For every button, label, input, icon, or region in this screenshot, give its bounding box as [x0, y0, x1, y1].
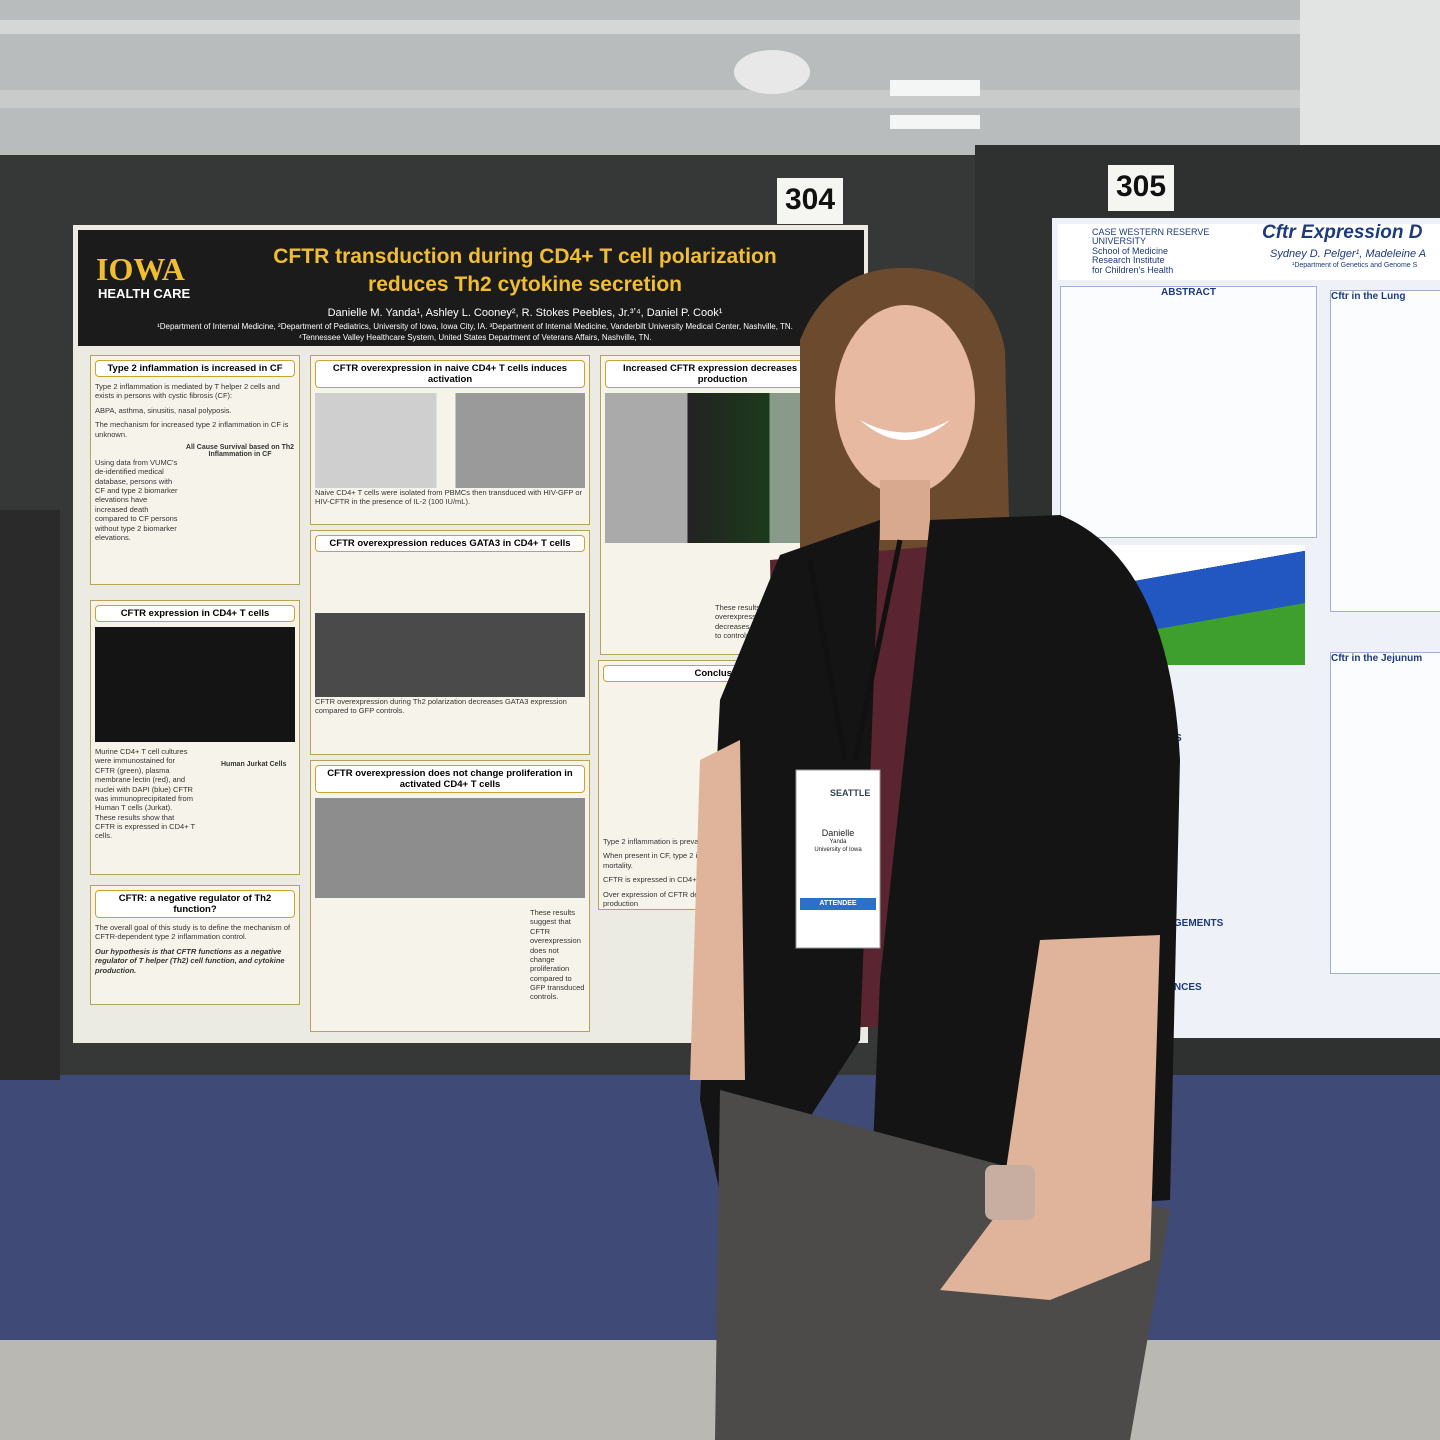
text: for Children's Health: [1092, 264, 1174, 275]
text: Murine CD4+ T cell cultures were immunos…: [95, 747, 195, 841]
poster-title: CFTR transduction during CD4+ T cell pol…: [273, 245, 777, 268]
figure: ABSTRACT: [1060, 286, 1317, 538]
shape: [0, 20, 1440, 34]
text: ABPA, asthma, sinusitis, nasal polyposis…: [95, 405, 232, 415]
poster-section: CFTR expression in CD4+ T cells Murine C…: [90, 600, 300, 875]
figure: Cftr in the Jejunum: [1330, 652, 1440, 974]
shape: [1108, 165, 1174, 211]
shape: [800, 898, 876, 910]
figure: [315, 557, 585, 697]
text: All Cause Survival based on Th2 Inflamma…: [185, 443, 295, 458]
section-heading: Type 2 inflammation is increased in CF: [95, 360, 295, 377]
shape: [940, 935, 1160, 1300]
text: Human Jurkat Cells: [221, 761, 287, 768]
section-heading: RENCES: [1160, 982, 1202, 993]
shape: [734, 50, 810, 94]
section-heading: CFTR expression in CD4+ T cells: [95, 605, 295, 622]
text: Using data from VUMC's de-identified med…: [95, 457, 178, 542]
text: ATTENDEE: [819, 900, 857, 907]
section-heading: EDGEMENTS: [1160, 918, 1224, 929]
shape: [807, 539, 903, 761]
text: Danielle: [821, 828, 855, 838]
shape: [1058, 224, 1440, 280]
text: The mechanism for increased type 2 infla…: [95, 420, 289, 439]
text: CFTR overexpression during Th2 polarizat…: [315, 697, 567, 716]
text: Danielle M. Yanda¹, Ashley L. Cooney², R…: [327, 307, 723, 319]
shape: [985, 1165, 1035, 1220]
shape: [715, 1090, 1170, 1440]
figure: [315, 393, 585, 488]
shape: [880, 480, 930, 540]
shape: [860, 420, 950, 440]
text: SEATTLE: [830, 788, 871, 798]
text: University of Iowa: [814, 847, 862, 853]
figure: RENCES: [1160, 982, 1310, 994]
text: Our hypothesis is that CFTR functions as…: [95, 946, 285, 975]
section-heading: CFTR overexpression does not change prol…: [315, 765, 585, 793]
text: Type 2 inflammation is mediated by T hel…: [95, 382, 280, 401]
figure: CASE WESTERN RESERVE UNIVERSITY School of…: [1092, 227, 1210, 275]
text: CASE WESTERN RESERVE: [1092, 227, 1210, 237]
poster-section: CFTR overexpression reduces GATA3 in CD4…: [310, 530, 590, 755]
text: Sydney D. Pelger¹, Madeleine A: [1270, 248, 1427, 260]
booth-number: 304: [784, 183, 836, 216]
section-heading: CFTR overexpression reduces GATA3 in CD4…: [315, 535, 585, 552]
poster-section: Type 2 inflammation is increased in CF T…: [90, 355, 300, 585]
shape: [78, 230, 864, 346]
shape: [890, 80, 980, 96]
shape: [1300, 0, 1440, 170]
shape: [0, 510, 60, 1080]
poster-title: Cftr Expression D: [1262, 222, 1423, 243]
figure: Cftr in the Lung: [1330, 290, 1440, 612]
text: HEALTH CARE: [98, 286, 191, 301]
text: School of Medicine: [1092, 245, 1169, 256]
figure: [95, 627, 295, 742]
booth-number: 305: [1115, 170, 1167, 203]
shape: [690, 740, 745, 1080]
section-heading: CFTR: a negative regulator of Th2 functi…: [95, 890, 295, 918]
section-heading: Cftr in the Jejunum: [1331, 653, 1423, 664]
shape: [835, 305, 975, 495]
poster-title: reduces Th2 cytokine secretion: [368, 273, 682, 296]
text: The overall goal of this study is to def…: [95, 923, 291, 942]
text: These results suggest that CFTR overexpr…: [530, 908, 585, 1002]
text: UNIVERSITY: [1092, 236, 1147, 247]
poster-section: CFTR overexpression in naive CD4+ T cell…: [310, 355, 590, 525]
figure: EDGEMENTS: [1160, 918, 1310, 930]
shape: [795, 769, 881, 949]
text: Yanda: [829, 839, 847, 845]
text: Research Institute: [1092, 255, 1165, 266]
section-heading: ABSTRACT: [1161, 287, 1216, 298]
poster-section: CFTR overexpression does not change prol…: [310, 760, 590, 1032]
poster-section: CFTR: a negative regulator of Th2 functi…: [90, 885, 300, 1005]
figure: [315, 798, 585, 898]
text: ¹Department of Genetics and Genome S: [1292, 262, 1418, 269]
text: Type 2 inflammation is prevalent in CF: [603, 837, 731, 846]
text: ¹Department of Internal Medicine, ²Depar…: [157, 322, 793, 331]
shape: [777, 178, 843, 224]
text: IOWA: [96, 251, 185, 287]
text: ⁴Tennessee Valley Healthcare System, Uni…: [298, 333, 652, 342]
text: Naive CD4+ T cells were isolated from PB…: [315, 488, 582, 507]
section-heading: Cftr in the Lung: [1331, 291, 1406, 302]
section-heading: CFTR overexpression in naive CD4+ T cell…: [315, 360, 585, 388]
shape: [890, 115, 980, 129]
text: CFTR is expressed in CD4+ T cells: [603, 875, 721, 885]
